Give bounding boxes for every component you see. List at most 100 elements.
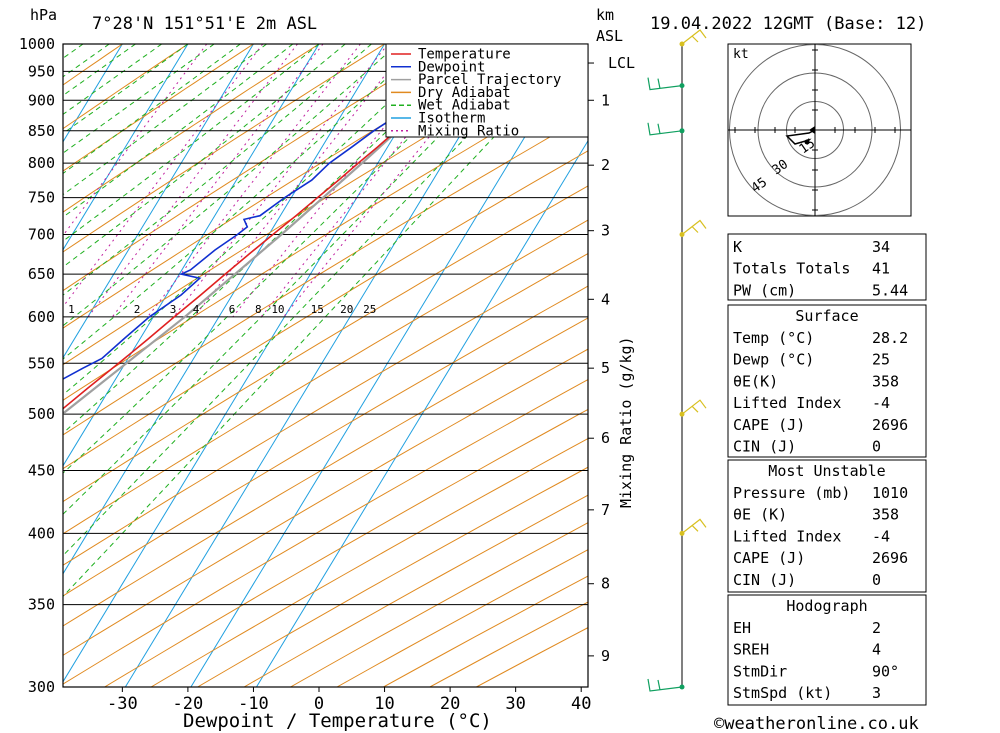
- hodograph-stats-block: [727, 594, 927, 706]
- table-row-label: K: [733, 238, 742, 256]
- pressure-tick-label: 900: [28, 91, 55, 109]
- pressure-tick-label: 1000: [19, 35, 55, 53]
- km-tick-label: 9: [601, 647, 610, 665]
- table-row-value: 0: [872, 571, 881, 589]
- wind-barb: [681, 29, 707, 45]
- table-row-label: θE (K): [733, 506, 787, 524]
- dry-adiabat-line: [63, 379, 588, 685]
- mixing-ratio-line: [193, 44, 411, 318]
- table-row-label: CAPE (J): [733, 416, 805, 434]
- mixing-ratio-line: [173, 44, 389, 318]
- pressure-tick-label: 600: [28, 308, 55, 326]
- mixing-ratio-label: 6: [229, 303, 236, 316]
- dry-adiabat-line: [63, 317, 588, 627]
- mixing-ratio-label: 8: [255, 303, 262, 316]
- legend-entry-label: Dewpoint: [418, 59, 485, 75]
- table-row-value: 25: [872, 351, 890, 369]
- table-row-value: 34: [872, 238, 890, 256]
- pressure-tick-label: 300: [28, 678, 55, 696]
- wet-adiabat-line: [63, 44, 451, 396]
- table-row-label: CIN (J): [733, 571, 796, 589]
- x-tick-label: -10: [238, 694, 269, 714]
- dewpoint-line: [63, 44, 484, 380]
- asl-label: ASL: [596, 27, 623, 45]
- table-row-value: 5.44: [872, 281, 908, 299]
- wet-adiabat-line: [63, 44, 503, 474]
- table-row-value: 358: [872, 372, 899, 390]
- mixing-ratio-label: 20: [340, 303, 353, 316]
- km-tick-label: 2: [601, 156, 610, 174]
- dry-adiabat-line: [63, 44, 123, 86]
- surface-block: [727, 304, 927, 458]
- table-row-value: 41: [872, 260, 890, 278]
- isotherm-line: [63, 44, 385, 575]
- table-section-title: Hodograph: [786, 597, 867, 615]
- table-row-value: 90°: [872, 662, 899, 680]
- wind-barb: [647, 77, 683, 91]
- mixing-ratio-label: 10: [271, 303, 284, 316]
- wind-barb: [647, 122, 683, 136]
- table-row-label: CIN (J): [733, 438, 796, 456]
- pressure-tick-label: 500: [28, 405, 55, 423]
- table-row-value: 1010: [872, 484, 908, 502]
- mixing-ratio-axis-label: Mixing Ratio (g/kg): [617, 336, 635, 508]
- table-row-value: 4: [872, 641, 881, 659]
- dry-adiabat-line: [63, 44, 320, 213]
- table-row-value: 2696: [872, 549, 908, 567]
- table-row-value: 3: [872, 684, 881, 702]
- dry-adiabat-line: [63, 44, 385, 253]
- table-row-value: 0: [872, 438, 881, 456]
- wet-adiabat-line: [63, 44, 556, 557]
- hodograph-ring-label: 30: [770, 157, 791, 178]
- lcl-label: LCL: [608, 54, 635, 72]
- wet-adiabat-line: [63, 44, 267, 196]
- table-row-label: Dewp (°C): [733, 351, 814, 369]
- dry-adiabat-line: [150, 438, 588, 687]
- km-tick-label: 6: [601, 429, 610, 447]
- plot-frame: [62, 43, 589, 688]
- table-row-label: Lifted Index: [733, 394, 841, 412]
- mixing-ratio-label: 15: [311, 303, 324, 316]
- mixing-ratio-label: 2: [134, 303, 141, 316]
- km-tick-label: 7: [601, 501, 610, 519]
- table-row-label: StmSpd (kt): [733, 684, 832, 702]
- wet-adiabat-line: [63, 44, 241, 174]
- table-row-value: 28.2: [872, 329, 908, 347]
- x-tick-label: -30: [107, 694, 138, 714]
- legend-entry-label: Wet Adiabat: [418, 98, 511, 114]
- table-row-label: EH: [733, 619, 751, 637]
- wind-barb-dot: [679, 128, 685, 134]
- table-row-label: θE(K): [733, 372, 778, 390]
- hodograph-ring-label: 45: [749, 175, 770, 196]
- most-unstable-block: [727, 459, 927, 593]
- x-tick-label: 30: [505, 694, 525, 714]
- mixing-ratio-line: [232, 44, 452, 318]
- x-axis-label: Dewpoint / Temperature (°C): [183, 710, 492, 732]
- table-section-title: Most Unstable: [768, 462, 885, 480]
- wind-barb-column: [647, 29, 707, 692]
- profile-series: [63, 44, 505, 415]
- isotherm-line: [190, 44, 582, 687]
- wet-adiabat-line: [63, 44, 530, 515]
- table-row-value: -4: [872, 394, 890, 412]
- pressure-tick-label: 850: [28, 122, 55, 140]
- table-row-value: 2696: [872, 416, 908, 434]
- dry-adiabat-line: [63, 44, 516, 329]
- x-tick-label: 20: [440, 694, 460, 714]
- hodograph-storm-dot: [804, 139, 810, 145]
- legend-box: [385, 43, 589, 138]
- pressure-tick-label: 400: [28, 524, 55, 542]
- wind-barb: [681, 518, 707, 534]
- dry-adiabat-line: [63, 44, 451, 292]
- isotherm-line: [63, 44, 254, 359]
- credit-link[interactable]: ©weatheronline.co.uk: [714, 714, 919, 733]
- table-row-label: CAPE (J): [733, 549, 805, 567]
- km-tick-label: 5: [601, 359, 610, 377]
- pressure-tick-label: 950: [28, 62, 55, 80]
- table-row-label: Totals Totals: [733, 260, 850, 278]
- wind-barb: [681, 399, 707, 415]
- mixing-ratio-label: 4: [193, 303, 200, 316]
